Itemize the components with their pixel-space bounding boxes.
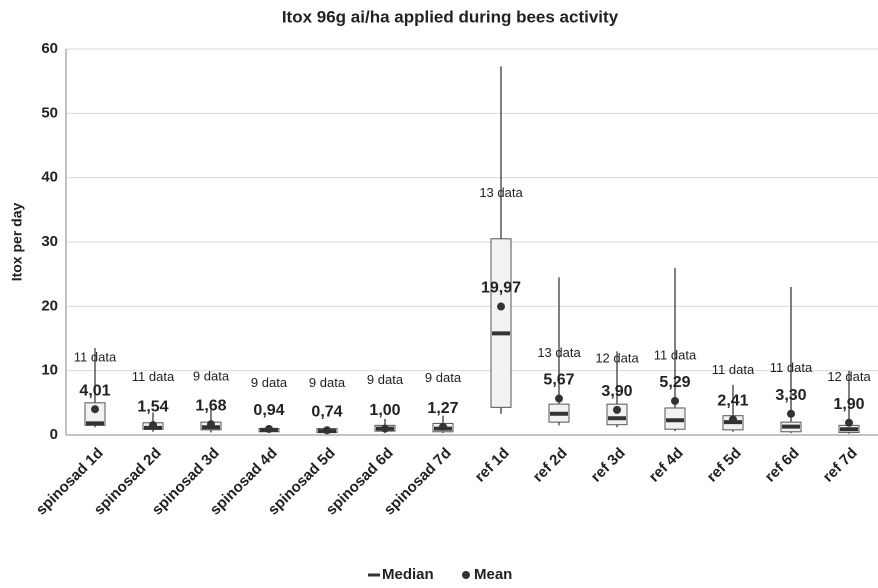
y-axis-label: Itox per day xyxy=(9,203,25,282)
n-label: 9 data xyxy=(193,369,230,384)
mean-label: 3,90 xyxy=(601,383,632,400)
mean xyxy=(149,421,157,430)
x-tick-label: ref 2d xyxy=(530,445,571,486)
n-label: 9 data xyxy=(251,375,288,390)
mean xyxy=(729,415,737,424)
mean-label: 4,01 xyxy=(79,382,110,399)
mean xyxy=(555,394,563,403)
n-label: 12 data xyxy=(827,369,871,384)
mean-label: 0,74 xyxy=(311,403,342,420)
n-label: 9 data xyxy=(425,370,462,385)
chart-title: Itox 96g ai/ha applied during bees activ… xyxy=(282,7,619,26)
mean-label: 5,67 xyxy=(543,372,574,389)
y-tick-label: 50 xyxy=(41,104,58,121)
mean xyxy=(265,424,273,433)
y-tick-label: 0 xyxy=(50,426,58,443)
mean-label: 0,94 xyxy=(253,402,284,419)
mean xyxy=(845,418,853,427)
n-label: 12 data xyxy=(595,351,639,366)
mean xyxy=(671,396,679,405)
y-tick-label: 30 xyxy=(41,233,58,250)
n-label: 11 data xyxy=(132,369,175,384)
mean-label: 5,29 xyxy=(659,374,690,391)
legend-mean-key xyxy=(462,571,470,579)
box xyxy=(490,238,512,408)
n-label: 11 data xyxy=(770,360,813,375)
y-tick-label: 10 xyxy=(41,362,58,379)
mean-label: 3,30 xyxy=(775,387,806,404)
mean xyxy=(381,424,389,433)
legend-mean: Mean xyxy=(474,566,512,583)
x-tick-label: ref 6d xyxy=(762,445,803,486)
mean-label: 1,54 xyxy=(137,398,168,415)
mean xyxy=(787,409,795,418)
mean xyxy=(207,420,215,429)
x-tick-label: ref 4d xyxy=(646,445,687,486)
n-label: 11 data xyxy=(74,349,117,364)
mean xyxy=(323,426,331,435)
y-tick-label: 60 xyxy=(41,40,58,57)
n-label: 11 data xyxy=(654,347,697,362)
mean-label: 2,41 xyxy=(717,393,748,410)
n-label: 11 data xyxy=(712,362,755,377)
n-label: 9 data xyxy=(309,375,346,390)
n-label: 13 data xyxy=(537,345,581,360)
x-tick-label: ref 7d xyxy=(820,445,861,486)
mean xyxy=(497,302,505,311)
legend-median: Median xyxy=(382,566,434,583)
mean xyxy=(91,405,99,414)
mean-label: 1,00 xyxy=(369,402,400,419)
x-tick-label: ref 1d xyxy=(472,445,513,486)
n-label: 9 data xyxy=(367,372,404,387)
mean xyxy=(439,422,447,431)
x-tick-label: ref 3d xyxy=(588,445,629,486)
n-label: 13 data xyxy=(479,185,523,200)
mean xyxy=(613,405,621,414)
mean-label: 1,27 xyxy=(427,400,458,417)
y-tick-label: 20 xyxy=(41,297,58,314)
mean-label: 1,90 xyxy=(833,396,864,413)
y-tick-label: 40 xyxy=(41,169,58,186)
mean-label: 19,97 xyxy=(481,280,521,297)
mean-label: 1,68 xyxy=(195,397,226,414)
x-tick-label: ref 5d xyxy=(704,445,745,486)
